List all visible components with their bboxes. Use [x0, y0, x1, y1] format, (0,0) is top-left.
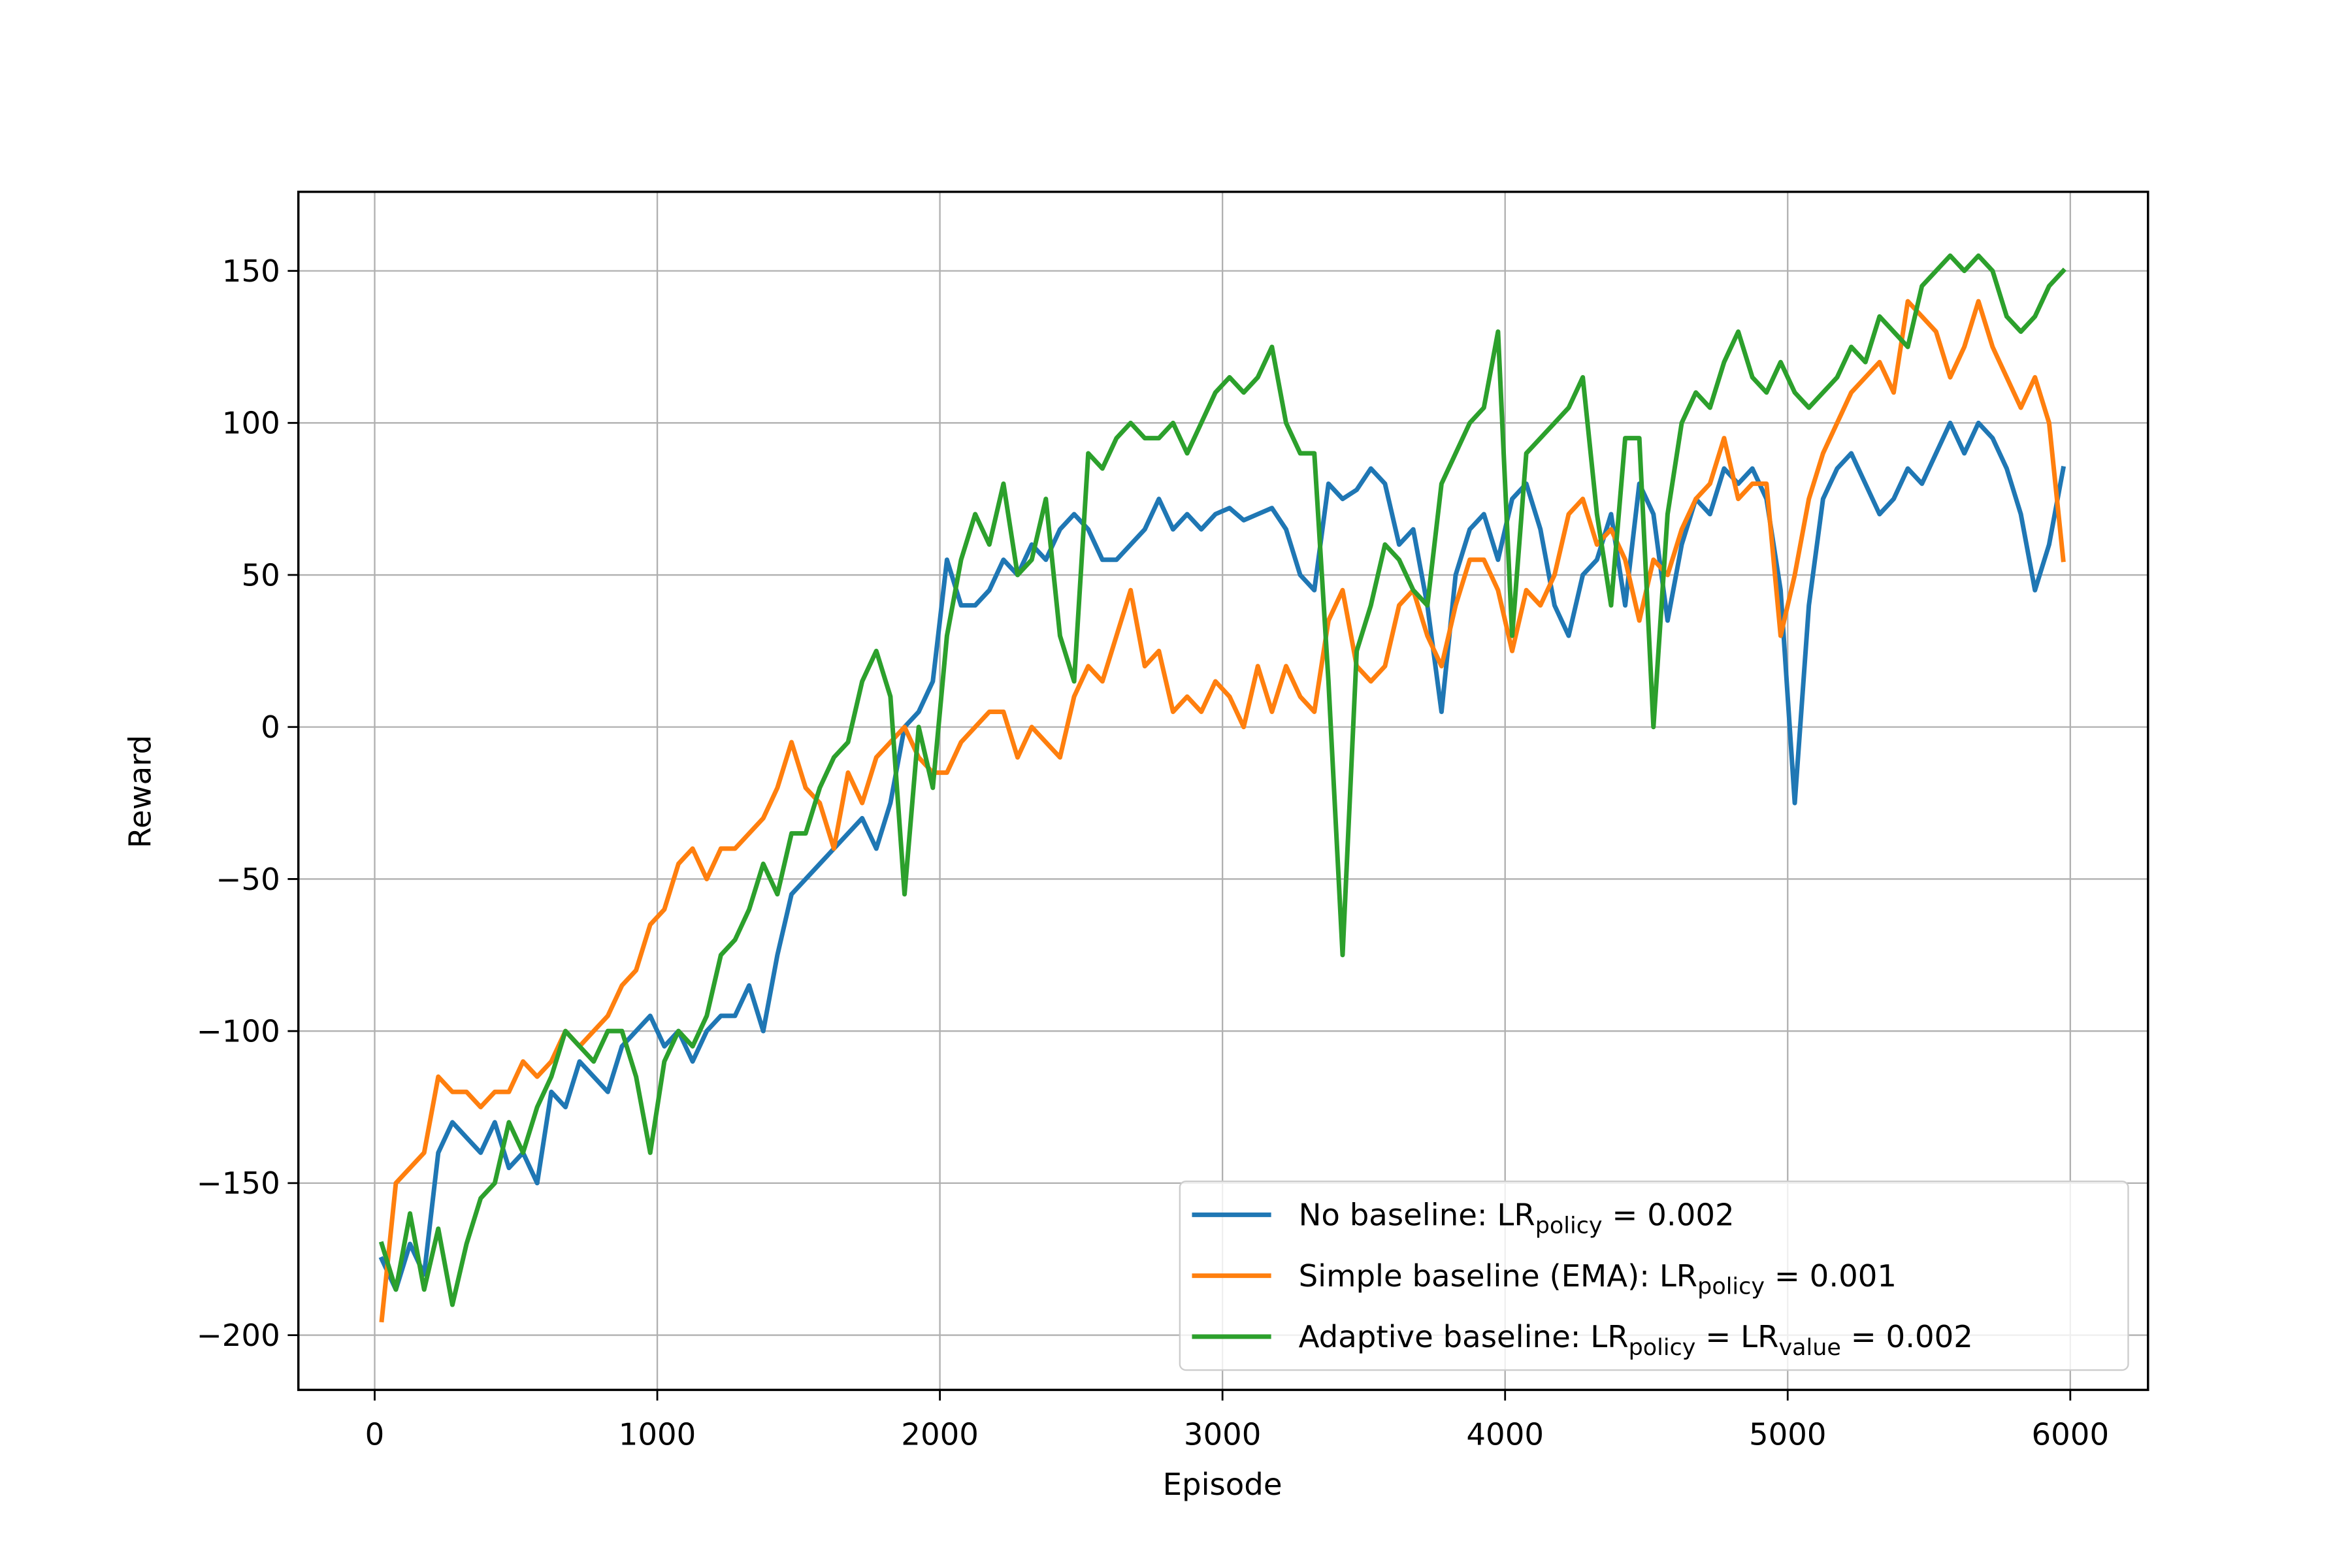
legend-text: Simple baseline (EMA): LR: [1299, 1258, 1698, 1294]
x-axis-label: Episode: [1163, 1467, 1282, 1502]
x-tick-label: 0: [365, 1416, 385, 1452]
legend-subscript: policy: [1535, 1213, 1603, 1239]
y-tick-label: −100: [197, 1013, 280, 1049]
y-tick-label: 150: [222, 253, 280, 289]
legend-subscript: value: [1778, 1335, 1840, 1361]
legend-text: Adaptive baseline: LR: [1299, 1319, 1629, 1354]
y-axis-label: Reward: [123, 735, 158, 849]
legend-label: Adaptive baseline: LRpolicy​ = LRvalue​ …: [1299, 1319, 1973, 1361]
line-series: [378, 253, 2066, 1307]
y-tick-label: 50: [241, 557, 280, 593]
legend: No baseline: LRpolicy​ = 0.002 Simple bas…: [1179, 1180, 2129, 1371]
legend-subscript: policy: [1629, 1335, 1696, 1361]
x-tick-label: 5000: [1749, 1416, 1827, 1452]
y-tick-label: −200: [197, 1318, 280, 1353]
legend-subscript: policy: [1697, 1274, 1765, 1300]
x-tick-label: 4000: [1466, 1416, 1544, 1452]
x-tick-label: 1000: [619, 1416, 696, 1452]
line-series: [379, 299, 2066, 1323]
legend-box: [1179, 1180, 2129, 1371]
y-tick-label: −50: [216, 862, 280, 897]
y-tick-label: −150: [197, 1166, 280, 1201]
axes-frame: [297, 190, 2149, 1392]
legend-text: = 0.001: [1765, 1258, 1897, 1294]
legend-text: No baseline: LR: [1299, 1198, 1535, 1233]
legend-text: = LR: [1695, 1319, 1778, 1354]
y-tick-label: 0: [261, 710, 280, 745]
legend-text: = 0.002: [1603, 1198, 1735, 1233]
y-tick-label: 100: [222, 406, 280, 441]
x-tick-label: 2000: [901, 1416, 979, 1452]
x-tick-label: 3000: [1184, 1416, 1262, 1452]
legend-label: Simple baseline (EMA): LRpolicy​ = 0.001: [1299, 1258, 1897, 1300]
x-tick-label: 6000: [2032, 1416, 2110, 1452]
legend-text: = 0.002: [1841, 1319, 1973, 1354]
legend-label: No baseline: LRpolicy​ = 0.002: [1299, 1198, 1735, 1239]
